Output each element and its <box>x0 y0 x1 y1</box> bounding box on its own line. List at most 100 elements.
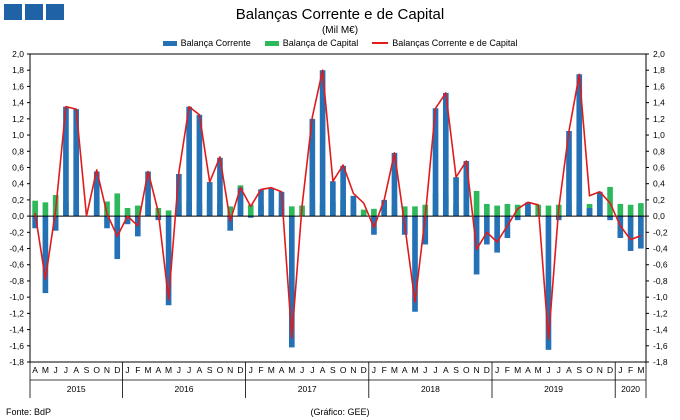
bar-capital-account <box>288 206 295 217</box>
line-combined-balance <box>34 69 642 341</box>
x-tick-label: M <box>42 365 49 375</box>
bar-capital-account <box>514 204 521 217</box>
x-year-label: 2016 <box>175 384 194 394</box>
y-tick-label-left: -1,8 <box>9 357 24 367</box>
bar-capital-account <box>247 204 254 217</box>
bar-current-account <box>442 92 449 217</box>
y-tick-label-left: 1,2 <box>12 114 24 124</box>
bar-current-account <box>309 118 316 217</box>
x-tick-label: M <box>391 365 398 375</box>
bar-current-account <box>627 216 634 251</box>
bar-current-account <box>340 165 346 217</box>
x-tick-label: J <box>300 365 304 375</box>
bar-current-account <box>196 114 203 217</box>
bar-capital-account <box>484 203 490 217</box>
plot-frame <box>29 53 647 363</box>
x-tick-label: O <box>217 365 224 375</box>
x-tick-label: M <box>535 365 542 375</box>
bar-current-account <box>237 187 244 217</box>
bar-current-account <box>42 216 49 294</box>
x-tick-label: J <box>372 365 376 375</box>
legend-swatch-combined <box>372 42 389 44</box>
legend-label-current: Balança Corrente <box>180 38 251 48</box>
source-note: Fonte: BdP <box>6 407 52 417</box>
bar-current-account <box>52 216 59 231</box>
x-tick-label: M <box>288 365 295 375</box>
legend-item-capital: Balança de Capital <box>264 38 359 48</box>
y-tick-label-right: 1,6 <box>653 81 665 91</box>
credit-note: (Gráfico: GEE) <box>310 407 370 417</box>
x-tick-label: O <box>93 365 100 375</box>
x-year-label: 2015 <box>67 384 86 394</box>
y-tick-label-right: -1,6 <box>653 341 668 351</box>
bar-current-account <box>350 195 357 217</box>
bar-current-account <box>278 191 285 217</box>
y-tick-label-left: 0,2 <box>12 195 24 205</box>
x-tick-label: A <box>32 365 38 375</box>
x-tick-label: A <box>73 365 79 375</box>
bar-current-account <box>463 160 470 217</box>
y-tick-label-right: -0,2 <box>653 227 668 237</box>
legend-label-combined: Balanças Corrente e de Capital <box>392 38 518 48</box>
y-tick-label-left: -1,0 <box>9 292 24 302</box>
y-tick-label-right: 0,0 <box>653 211 665 221</box>
bar-current-account <box>596 191 603 217</box>
legend-swatch-current <box>162 40 177 46</box>
x-tick-label: J <box>310 365 314 375</box>
x-tick-label: D <box>361 365 367 375</box>
x-tick-label: A <box>197 365 203 375</box>
x-tick-label: J <box>546 365 550 375</box>
y-tick-label-left: -0,4 <box>9 244 24 254</box>
x-tick-label: J <box>187 365 191 375</box>
bar-current-account <box>93 171 100 217</box>
bar-capital-account <box>134 205 141 217</box>
chart-title: Balanças Corrente e de Capital <box>235 6 445 23</box>
y-tick-label-left: 0,0 <box>12 211 24 221</box>
logo-block <box>25 4 43 20</box>
bar-current-account <box>206 182 213 217</box>
bar-current-account <box>545 216 552 350</box>
y-tick-label-right: -0,4 <box>653 244 668 254</box>
y-tick-label-left: 1,6 <box>12 81 24 91</box>
y-tick-label-left: -1,2 <box>9 308 24 318</box>
y-tick-label-right: 0,2 <box>653 195 665 205</box>
x-tick-label: F <box>628 365 633 375</box>
x-tick-label: N <box>227 365 233 375</box>
bar-current-account <box>494 216 500 253</box>
x-tick-label: N <box>104 365 110 375</box>
x-tick-label: A <box>155 365 161 375</box>
bar-current-account <box>32 216 38 229</box>
x-tick-label: A <box>320 365 326 375</box>
bar-capital-account <box>104 201 110 217</box>
bar-current-account <box>288 216 295 348</box>
x-tick-label: J <box>618 365 622 375</box>
y-tick-label-right: 0,6 <box>653 162 665 172</box>
y-tick-label-right: -1,4 <box>653 325 668 335</box>
x-tick-label: J <box>125 365 129 375</box>
x-tick-label: F <box>135 365 140 375</box>
bar-current-account <box>124 216 131 225</box>
chart-subtitle: (Mil M€) <box>321 25 359 36</box>
y-tick-label-left: 2,0 <box>12 49 24 59</box>
bar-current-account <box>114 216 121 260</box>
legend-label-capital: Balança de Capital <box>282 38 359 48</box>
bar-current-account <box>412 216 418 312</box>
y-tick-label-right: 0,8 <box>653 146 665 156</box>
y-tick-label-left: -0,8 <box>9 276 24 286</box>
y-tick-label-right: 2,0 <box>653 49 665 59</box>
bar-current-account <box>514 216 521 221</box>
bar-current-account <box>453 177 459 217</box>
bar-capital-account <box>32 200 38 217</box>
x-tick-label: D <box>237 365 243 375</box>
x-tick-label: S <box>84 365 90 375</box>
x-tick-label: M <box>145 365 152 375</box>
bar-current-account <box>576 74 583 217</box>
x-tick-label: A <box>443 365 449 375</box>
x-tick-label: J <box>557 365 561 375</box>
x-tick-label: J <box>54 365 58 375</box>
bar-capital-account <box>627 204 634 217</box>
y-tick-label-left: -0,6 <box>9 260 24 270</box>
y-tick-label-left: -1,6 <box>9 341 24 351</box>
y-tick-label-left: -0,2 <box>9 227 24 237</box>
bar-current-account <box>319 70 326 217</box>
